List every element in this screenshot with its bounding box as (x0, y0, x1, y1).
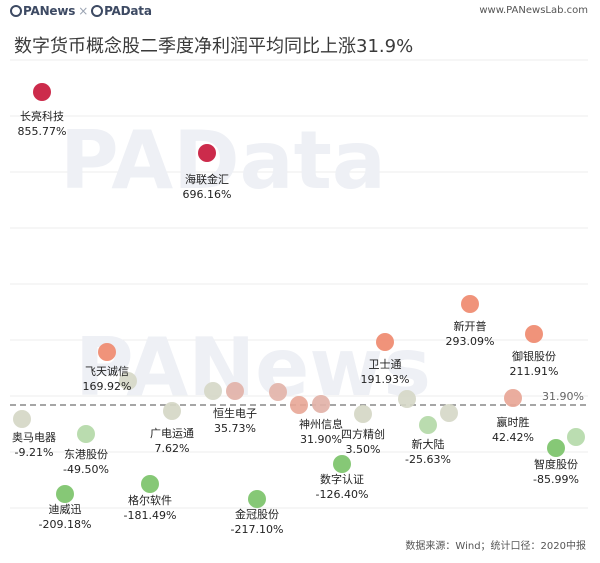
point-value-label: 293.09% (446, 335, 495, 348)
point-value-label: -25.63% (405, 453, 451, 466)
point-value-label: 31.90% (300, 433, 342, 446)
data-point (77, 425, 95, 443)
brand-separator: × (78, 4, 89, 18)
data-point (354, 405, 372, 423)
data-point (547, 439, 565, 457)
point-name-label: 长亮科技 (20, 109, 64, 123)
top-bar: PANews × PAData www.PANewsLab.com (0, 0, 600, 22)
point-name-label: 迪威迅 (49, 503, 82, 516)
source-note: 数据来源：Wind；统计口径：2020中报 (405, 541, 586, 552)
point-name-label: 奥马电器 (12, 430, 56, 444)
point-value-label: 211.91% (510, 365, 559, 378)
point-name-label: 格尔软件 (128, 493, 172, 507)
data-point (312, 395, 330, 413)
point-name-label: 新开普 (454, 319, 487, 333)
point-name-label: 东港股份 (64, 448, 108, 461)
data-point (13, 410, 31, 428)
data-point (398, 390, 416, 408)
data-point (333, 455, 351, 473)
data-point (461, 295, 479, 313)
point-value-label: -217.10% (231, 523, 284, 536)
data-point (33, 83, 51, 101)
site-url[interactable]: www.PANewsLab.com (479, 5, 588, 16)
chart-title: 数字货币概念股二季度净利润平均同比上涨31.9% (14, 36, 414, 57)
point-value-label: 3.50% (346, 443, 381, 456)
data-point (419, 416, 437, 434)
point-value-label: 855.77% (18, 125, 67, 138)
data-point (440, 404, 458, 422)
data-point (141, 475, 159, 493)
point-value-label: -9.21% (15, 446, 54, 459)
point-name-label: 嬴时胜 (497, 415, 530, 429)
data-point (198, 144, 216, 162)
data-point (269, 383, 287, 401)
average-label: 31.90% (542, 390, 584, 403)
data-point (525, 325, 543, 343)
data-point (567, 428, 585, 446)
data-point (376, 333, 394, 351)
point-value-label: -49.50% (63, 463, 109, 476)
point-value-label: -126.40% (316, 488, 369, 501)
point-value-label: -209.18% (39, 518, 92, 531)
point-value-label: 7.62% (155, 442, 190, 455)
point-name-label: 御银股份 (512, 349, 556, 363)
point-name-label: 智度股份 (534, 457, 578, 471)
point-name-label: 海联金汇 (185, 172, 229, 186)
data-point (163, 402, 181, 420)
point-value-label: 42.42% (492, 431, 534, 444)
point-name-label: 飞天诚信 (85, 365, 129, 378)
point-name-label: 恒生电子 (213, 406, 257, 420)
point-value-label: -85.99% (533, 473, 579, 486)
point-value-label: 169.92% (83, 380, 132, 393)
point-value-label: -181.49% (124, 509, 177, 522)
data-point (119, 372, 137, 390)
data-point (504, 389, 522, 407)
brand-padata: PAData (104, 4, 152, 18)
point-value-label: 696.16% (183, 188, 232, 201)
point-value-label: 191.93% (361, 373, 410, 386)
point-name-label: 新大陆 (412, 437, 445, 451)
data-point (56, 485, 74, 503)
watermark-text: PANews (75, 321, 431, 414)
watermark-text: PAData (60, 114, 386, 207)
data-point (248, 490, 266, 508)
point-name-label: 广电运通 (150, 427, 194, 440)
point-name-label: 卫士通 (369, 358, 402, 371)
brand-logo: PANews × PAData (10, 4, 152, 18)
data-point (204, 382, 222, 400)
point-value-label: 35.73% (214, 422, 256, 435)
point-name-label: 神州信息 (299, 417, 343, 431)
data-point (98, 343, 116, 361)
data-point (290, 396, 308, 414)
data-point (226, 382, 244, 400)
point-name-label: 四方精创 (341, 427, 385, 441)
brand-panews: PANews (23, 4, 76, 18)
point-name-label: 数字认证 (320, 472, 364, 486)
panews-logo-icon (10, 5, 22, 17)
point-name-label: 金冠股份 (235, 507, 279, 521)
padata-logo-icon (91, 5, 104, 17)
